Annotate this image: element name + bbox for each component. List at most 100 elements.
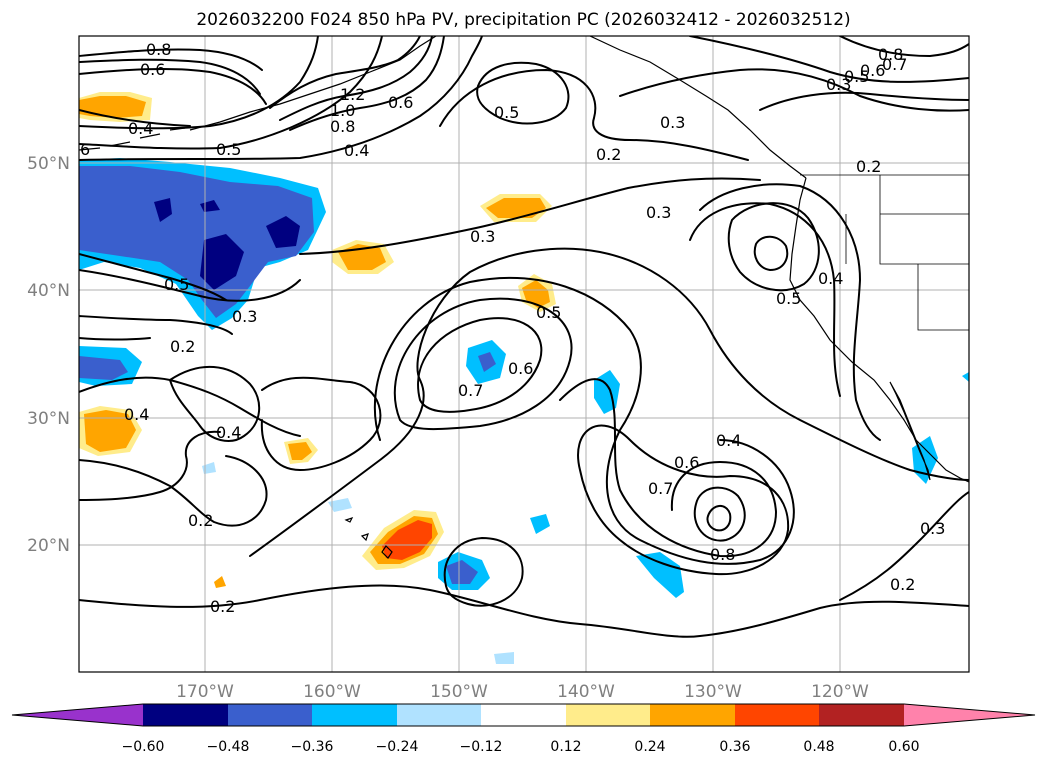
contour-label: 0.6 bbox=[674, 453, 699, 472]
contour-top-left-4 bbox=[79, 36, 383, 150]
contour-label: 0.5 bbox=[536, 303, 561, 322]
pos-area-nw-54n-core bbox=[79, 96, 146, 118]
contour-label: 0.3 bbox=[920, 519, 945, 538]
contour-03-west bbox=[79, 315, 233, 335]
contour-label: 0.4 bbox=[344, 141, 369, 160]
contour-05-coast bbox=[689, 202, 841, 397]
contour-label: 0.3 bbox=[470, 227, 495, 246]
colorbar-tick: −0.60 bbox=[122, 739, 165, 755]
contour-label: 0.3 bbox=[646, 203, 671, 222]
contour-04-nw bbox=[79, 109, 191, 127]
longitude-labels: 170°W 160°W 150°W 140°W 130°W 120°W bbox=[176, 682, 869, 702]
neg-area-143w-21n bbox=[530, 514, 550, 534]
colorbar-segment bbox=[397, 704, 481, 726]
contour-label: 0.3 bbox=[660, 113, 685, 132]
contour-jet-2 bbox=[279, 36, 433, 121]
lon-label-120w: 120°W bbox=[811, 682, 869, 702]
contour-bottom-ring bbox=[443, 537, 524, 607]
neg-area-small-1 bbox=[328, 498, 352, 512]
pacific-nw-coast bbox=[789, 177, 969, 483]
colorbar-outline bbox=[11, 703, 1036, 727]
contour-label: 0.2 bbox=[856, 157, 881, 176]
contour-label: 0.8 bbox=[330, 117, 355, 136]
contour-top-right-4 bbox=[839, 36, 969, 57]
colorbar-tick: −0.24 bbox=[376, 739, 419, 755]
hawaii-islands bbox=[344, 516, 393, 559]
neg-area-north-pacific-core4 bbox=[266, 216, 300, 248]
colorbar-tick: 0.48 bbox=[803, 739, 834, 755]
neg-area-133w-17n bbox=[636, 552, 684, 598]
colorbar-tick: 0.12 bbox=[550, 739, 581, 755]
contour-02-south bbox=[79, 584, 969, 638]
pos-area-163w-27n-core bbox=[288, 442, 312, 460]
precip-negative bbox=[79, 158, 969, 664]
contour-top-right-1 bbox=[689, 36, 969, 83]
neg-area-small-3 bbox=[494, 652, 514, 664]
contour-label: 0.6 bbox=[508, 359, 533, 378]
colorbar-segment bbox=[228, 704, 312, 726]
colorbar-tick: 0.36 bbox=[719, 739, 750, 755]
contour-03-mid bbox=[299, 177, 761, 255]
contour-05-ring bbox=[476, 61, 570, 125]
contour-top-right-2 bbox=[619, 68, 969, 112]
neg-area-north-pacific-core1 bbox=[154, 198, 172, 222]
contour-top-right-3 bbox=[759, 91, 969, 111]
lat-label-20n: 20°N bbox=[27, 536, 70, 556]
contour-wave-07 bbox=[417, 317, 543, 413]
pos-area-hawaii-core bbox=[382, 520, 432, 560]
contour-06-nw bbox=[79, 58, 261, 95]
colorbar-segment bbox=[143, 704, 228, 726]
contour-label: 0.8 bbox=[146, 40, 171, 59]
alaska-panhandle bbox=[589, 36, 807, 179]
colorbar-tick: −0.36 bbox=[291, 739, 334, 755]
colorbar-tick: −0.12 bbox=[460, 739, 503, 755]
lat-label-40n: 40°N bbox=[27, 281, 70, 301]
contour-label: 0.8 bbox=[878, 45, 903, 64]
contour-label: 0.6 bbox=[140, 60, 165, 79]
map-background bbox=[79, 36, 969, 672]
contour-trough-inner-core bbox=[706, 505, 732, 532]
lon-label-140w: 140°W bbox=[557, 682, 615, 702]
contour-label: 0.2 bbox=[188, 511, 213, 530]
lat-label-50n: 50°N bbox=[27, 154, 70, 174]
contour-ring-128w bbox=[727, 202, 820, 292]
lon-label-170w: 170°W bbox=[176, 682, 234, 702]
pos-area-148w-46n-core bbox=[486, 198, 546, 218]
contour-label: 6 bbox=[80, 140, 90, 159]
contour-label: 0.7 bbox=[458, 381, 483, 400]
map-frame bbox=[78, 35, 970, 673]
contour-03-west-b bbox=[79, 337, 151, 341]
contour-jet-1 bbox=[269, 36, 421, 109]
neg-area-north-pacific-core3 bbox=[200, 234, 244, 290]
pos-area-west-30n-core bbox=[84, 410, 136, 452]
latitude-labels: 50°N 40°N 30°N 20°N bbox=[27, 154, 70, 556]
contour-label: 0.4 bbox=[716, 431, 741, 450]
contour-top-left-2 bbox=[79, 67, 267, 105]
contour-label: 0.5 bbox=[494, 103, 519, 122]
contour-top-left-1 bbox=[79, 48, 263, 71]
contour-label: 0.8 bbox=[710, 545, 735, 564]
colorbar-low-extend bbox=[12, 704, 143, 726]
alaska-peninsula bbox=[189, 36, 437, 131]
contour-label: 0.5 bbox=[216, 140, 241, 159]
contour-top-left-3 bbox=[79, 36, 319, 130]
contour-label: 0.2 bbox=[596, 145, 621, 164]
lat-label-30n: 30°N bbox=[27, 409, 70, 429]
neg-area-150w-18n-core bbox=[446, 560, 478, 584]
contour-label: 0.5 bbox=[844, 67, 869, 86]
contour-label: 0.4 bbox=[216, 423, 241, 442]
us-state-lines bbox=[845, 175, 969, 331]
contour-label: 0.3 bbox=[232, 307, 257, 326]
contour-04-west bbox=[79, 376, 301, 437]
colorbar-segment bbox=[566, 704, 650, 726]
lon-label-130w: 130°W bbox=[684, 682, 742, 702]
colorbar-tick: −0.48 bbox=[207, 739, 250, 755]
contour-label: 1.0 bbox=[330, 101, 355, 120]
graticule bbox=[79, 36, 969, 672]
colorbar-high-extend bbox=[904, 704, 1035, 726]
contour-west-loop bbox=[79, 455, 268, 527]
map-title: 2026032200 F024 850 hPa PV, precipitatio… bbox=[196, 10, 851, 30]
contour-trough-1 bbox=[373, 276, 795, 565]
colorbar-segment bbox=[481, 704, 566, 726]
